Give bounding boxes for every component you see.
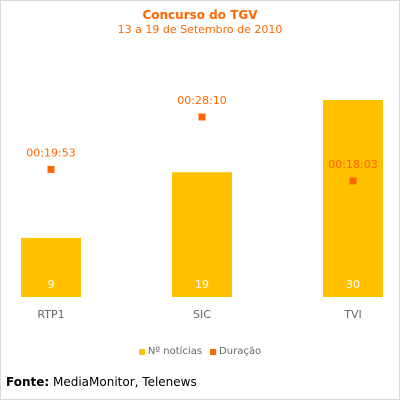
category-label-tvi: TVI [343,308,362,321]
legend-item-noticias: Nº notícias [138,346,203,357]
duration-marker-tvi [349,177,357,185]
duration-label-tvi: 00:18:03 [328,158,377,171]
category-label-rtp1: RTP1 [37,308,64,321]
chart-title: Concurso do TGV [142,8,258,22]
duration-label-sic: 00:28:10 [177,94,226,107]
bar-sic [172,172,232,297]
legend-swatch-duracao [210,348,217,355]
duration-label-rtp1: 00:19:53 [26,146,75,159]
chart-plot: 9 RTP1 00:19:53 19 SIC 00:28:10 30 TVI 00:18:03 [21,94,383,321]
legend-label-duracao: Duração [219,346,262,357]
source-note: Fonte: MediaMonitor, Telenews [6,375,197,389]
legend-label-noticias: Nº notícias [147,346,203,357]
bar-rtp1 [21,237,81,297]
source-label: Fonte: [6,375,50,389]
legend-item-duracao: Duração [210,346,261,357]
bar-value-label-tvi: 30 [346,278,360,291]
chart-legend: Nº notícias Duração [0,346,400,357]
category-label-sic: SIC [193,308,211,321]
bar-value-label-rtp1: 9 [48,278,55,291]
bar-value-label-sic: 19 [195,278,209,291]
duration-marker-rtp1 [47,165,55,173]
duration-marker-sic [198,113,206,121]
source-text: MediaMonitor, Telenews [49,375,197,389]
chart-subtitle: 13 a 19 de Setembro de 2010 [117,23,283,36]
legend-swatch-noticias [138,348,145,355]
bar-tvi [323,100,383,297]
